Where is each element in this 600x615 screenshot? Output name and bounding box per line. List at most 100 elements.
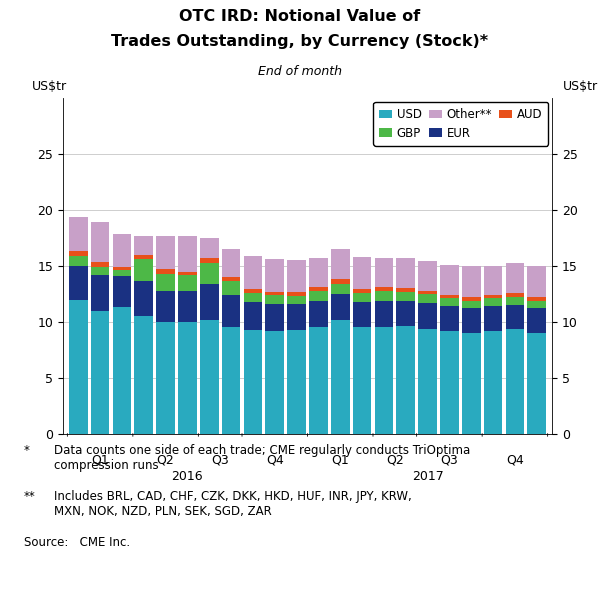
Bar bbox=[157, 290, 175, 322]
Bar bbox=[69, 217, 88, 251]
Bar bbox=[418, 303, 437, 328]
Bar bbox=[484, 298, 502, 306]
Bar bbox=[353, 302, 371, 327]
Bar bbox=[353, 293, 371, 302]
Bar bbox=[157, 322, 175, 434]
Bar bbox=[484, 295, 502, 298]
Bar bbox=[506, 263, 524, 293]
Bar bbox=[287, 292, 306, 296]
Bar bbox=[353, 327, 371, 434]
Bar bbox=[134, 316, 153, 434]
Bar bbox=[309, 327, 328, 434]
Bar bbox=[527, 297, 546, 301]
Bar bbox=[527, 309, 546, 333]
Bar bbox=[353, 290, 371, 293]
Bar bbox=[397, 301, 415, 327]
Bar bbox=[134, 260, 153, 280]
Bar bbox=[244, 330, 262, 434]
Bar bbox=[244, 256, 262, 290]
Bar bbox=[506, 304, 524, 328]
Bar bbox=[222, 280, 241, 295]
Bar bbox=[484, 331, 502, 434]
Text: Q3: Q3 bbox=[440, 453, 458, 466]
Text: *: * bbox=[24, 444, 30, 457]
Bar bbox=[440, 306, 458, 331]
Bar bbox=[244, 302, 262, 330]
Bar bbox=[418, 295, 437, 303]
Bar bbox=[418, 328, 437, 434]
Text: 2017: 2017 bbox=[412, 470, 443, 483]
Bar bbox=[113, 234, 131, 266]
Bar bbox=[527, 266, 546, 297]
Text: Data counts one side of each trade; CME regularly conducts TriOptima
compression: Data counts one side of each trade; CME … bbox=[54, 444, 470, 472]
Bar bbox=[462, 301, 481, 309]
Bar bbox=[265, 331, 284, 434]
Bar bbox=[374, 327, 393, 434]
Bar bbox=[91, 275, 109, 311]
Bar bbox=[222, 327, 241, 434]
Bar bbox=[222, 248, 241, 277]
Text: 2016: 2016 bbox=[172, 470, 203, 483]
Text: End of month: End of month bbox=[258, 65, 342, 77]
Bar bbox=[178, 236, 197, 272]
Bar bbox=[113, 276, 131, 308]
Bar bbox=[178, 322, 197, 434]
Bar bbox=[91, 261, 109, 267]
Text: Q1: Q1 bbox=[331, 453, 349, 466]
Bar bbox=[397, 292, 415, 301]
Bar bbox=[374, 290, 393, 301]
Bar bbox=[287, 330, 306, 434]
Bar bbox=[309, 287, 328, 291]
Bar bbox=[484, 266, 502, 295]
Bar bbox=[309, 301, 328, 327]
Bar bbox=[157, 274, 175, 290]
Bar bbox=[69, 266, 88, 300]
Text: Q4: Q4 bbox=[266, 453, 284, 466]
Bar bbox=[287, 296, 306, 304]
Text: Source:   CME Inc.: Source: CME Inc. bbox=[24, 536, 130, 549]
Bar bbox=[353, 257, 371, 290]
Bar bbox=[134, 255, 153, 260]
Bar bbox=[374, 258, 393, 287]
Bar bbox=[506, 293, 524, 296]
Bar bbox=[440, 295, 458, 298]
Bar bbox=[397, 288, 415, 292]
Bar bbox=[484, 306, 502, 331]
Bar bbox=[200, 284, 218, 320]
Text: Q2: Q2 bbox=[386, 453, 404, 466]
Text: Q3: Q3 bbox=[211, 453, 229, 466]
Text: Q4: Q4 bbox=[506, 453, 524, 466]
Text: Trades Outstanding, by Currency (Stock)*: Trades Outstanding, by Currency (Stock)* bbox=[112, 34, 488, 49]
Bar bbox=[69, 300, 88, 434]
Bar bbox=[527, 301, 546, 309]
Bar bbox=[331, 279, 350, 284]
Bar bbox=[440, 265, 458, 295]
Text: OTC IRD: Notional Value of: OTC IRD: Notional Value of bbox=[179, 9, 421, 24]
Bar bbox=[200, 238, 218, 258]
Text: Includes BRL, CAD, CHF, CZK, DKK, HKD, HUF, INR, JPY, KRW,
MXN, NOK, NZD, PLN, S: Includes BRL, CAD, CHF, CZK, DKK, HKD, H… bbox=[54, 490, 412, 518]
Bar bbox=[331, 249, 350, 279]
Bar bbox=[91, 267, 109, 275]
Bar bbox=[69, 251, 88, 256]
Bar bbox=[374, 301, 393, 327]
Bar bbox=[309, 291, 328, 301]
Bar bbox=[69, 256, 88, 266]
Bar bbox=[397, 327, 415, 434]
Bar bbox=[222, 295, 241, 327]
Bar bbox=[157, 269, 175, 274]
Bar bbox=[178, 290, 197, 322]
Bar bbox=[178, 275, 197, 290]
Text: US$tr: US$tr bbox=[32, 80, 67, 93]
Bar bbox=[265, 260, 284, 292]
Bar bbox=[222, 277, 241, 280]
Bar bbox=[527, 333, 546, 434]
Bar bbox=[331, 284, 350, 294]
Bar bbox=[113, 308, 131, 434]
Bar bbox=[265, 304, 284, 331]
Bar bbox=[113, 271, 131, 276]
Text: **: ** bbox=[24, 490, 36, 503]
Legend: USD, GBP, Other**, EUR, AUD: USD, GBP, Other**, EUR, AUD bbox=[373, 102, 548, 146]
Bar bbox=[200, 320, 218, 434]
Bar bbox=[91, 311, 109, 434]
Bar bbox=[440, 298, 458, 306]
